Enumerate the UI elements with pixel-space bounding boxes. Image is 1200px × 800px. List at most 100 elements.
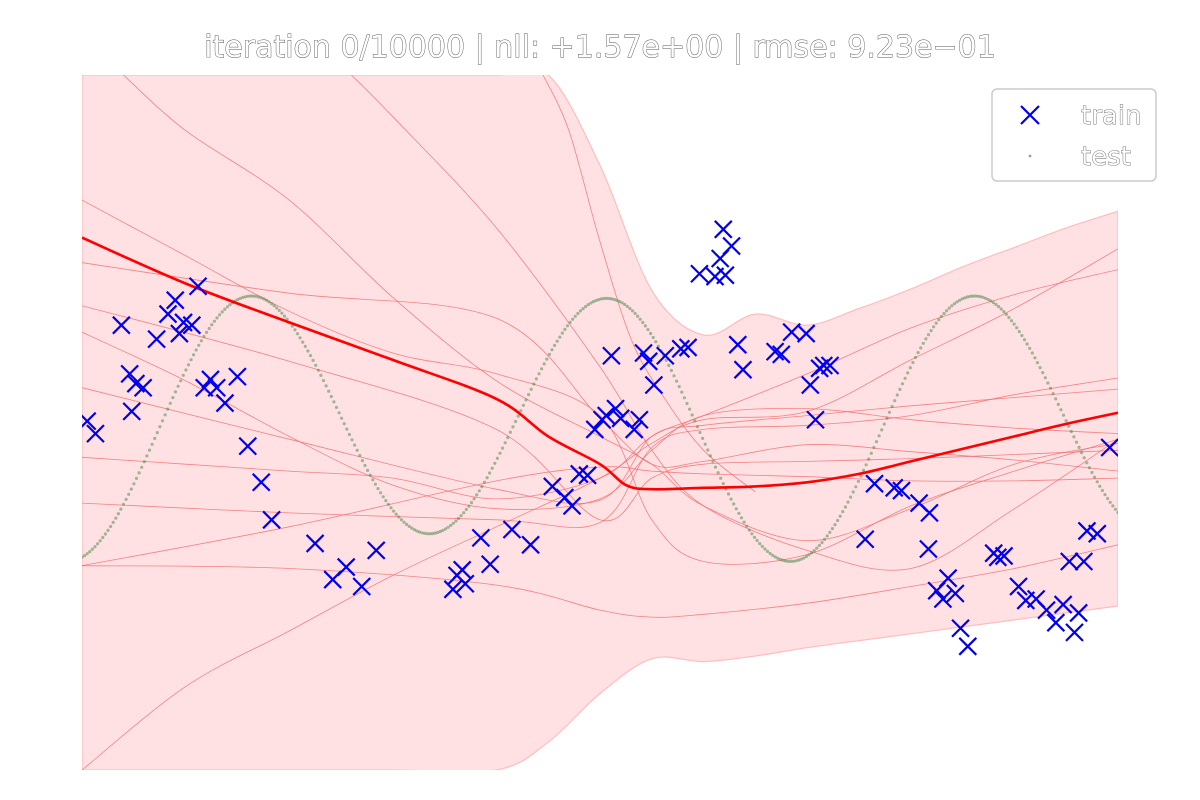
test-point — [1025, 342, 1029, 346]
train-point — [801, 375, 820, 395]
test-point — [1020, 333, 1024, 338]
test-point — [906, 371, 910, 375]
chart-title: iteration 0/10000 | nll: +1.57e+00 | rms… — [204, 30, 996, 65]
test-point — [456, 516, 461, 521]
train-point — [690, 264, 709, 284]
test-point — [1116, 510, 1118, 515]
test-point — [1007, 315, 1011, 320]
test-point — [947, 306, 951, 310]
test-point — [93, 545, 97, 549]
test-point — [423, 531, 427, 536]
test-point — [978, 295, 983, 299]
test-point — [726, 492, 731, 496]
test-point — [381, 495, 385, 499]
test-point — [1030, 351, 1034, 355]
test-point — [438, 529, 442, 534]
test-point — [337, 411, 341, 415]
test-point — [716, 471, 720, 475]
posterior-sample-line — [82, 269, 1118, 500]
test-point — [882, 422, 886, 426]
test-point — [797, 558, 801, 562]
test-point — [734, 507, 738, 511]
test-point — [503, 441, 507, 445]
test-point — [636, 314, 640, 318]
train-point — [471, 528, 491, 548]
test-point — [83, 554, 87, 558]
train-point — [182, 315, 202, 335]
test-point — [571, 317, 575, 321]
test-point — [617, 299, 622, 304]
test-point — [109, 524, 113, 529]
test-point — [511, 425, 515, 429]
plot-area — [82, 75, 1118, 770]
legend-train-label: train — [1081, 101, 1142, 131]
test-point — [841, 510, 845, 514]
test-point — [534, 377, 539, 381]
test-point — [537, 372, 541, 376]
test-point — [482, 480, 487, 484]
test-point — [415, 529, 419, 533]
test-point — [945, 309, 949, 313]
test-point — [584, 304, 588, 309]
test-point — [971, 294, 975, 298]
test-point — [311, 358, 315, 362]
test-point — [578, 309, 583, 313]
test-point — [493, 461, 497, 465]
test-point — [911, 360, 915, 365]
test-point — [150, 442, 154, 446]
test-point — [885, 416, 889, 420]
test-point — [921, 341, 925, 345]
test-point — [781, 558, 785, 563]
test-point — [1090, 470, 1094, 475]
test-point — [545, 357, 549, 361]
test-point — [685, 401, 689, 406]
test-point — [218, 313, 222, 317]
test-point — [586, 303, 590, 307]
test-point — [560, 331, 565, 335]
test-point — [301, 340, 305, 344]
train-point — [170, 324, 189, 343]
train-point — [158, 304, 178, 324]
test-point — [1048, 386, 1053, 390]
test-point — [327, 389, 331, 393]
test-point — [688, 407, 692, 411]
test-point — [623, 302, 627, 307]
train-point — [165, 290, 185, 310]
test-point — [358, 453, 362, 458]
test-point — [778, 557, 783, 562]
test-point — [1035, 361, 1040, 365]
train-point — [611, 409, 630, 428]
test-point — [952, 302, 957, 306]
test-point — [501, 446, 505, 450]
test-point — [495, 456, 499, 460]
posterior-sample-line — [82, 305, 1118, 522]
test-point — [807, 553, 811, 557]
test-point — [667, 363, 671, 367]
test-point — [321, 379, 326, 383]
test-point — [485, 476, 489, 480]
test-point — [963, 296, 967, 300]
test-point — [1087, 466, 1091, 470]
test-point — [173, 390, 178, 394]
test-point — [402, 520, 406, 524]
test-point — [960, 297, 964, 301]
test-point — [259, 296, 263, 300]
test-point — [207, 326, 211, 331]
test-point — [973, 294, 977, 298]
test-point — [799, 557, 803, 561]
test-point — [1012, 322, 1016, 326]
train-point — [722, 236, 741, 256]
test-point — [1061, 413, 1066, 417]
test-point — [568, 320, 572, 324]
test-point — [1043, 376, 1047, 380]
train-point — [1074, 552, 1094, 571]
train-point — [578, 466, 597, 485]
test-point — [376, 487, 380, 491]
test-point — [817, 543, 822, 548]
test-point — [836, 518, 840, 523]
test-point — [1004, 312, 1009, 316]
test-point — [262, 297, 266, 301]
train-point — [1053, 595, 1073, 614]
posterior-sample-line — [123, 75, 1118, 542]
test-point — [223, 307, 227, 311]
